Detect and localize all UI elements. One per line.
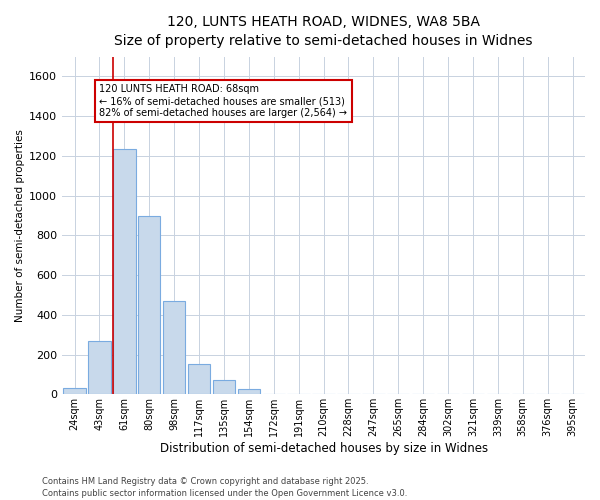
Bar (213, 380, 235, 394)
Bar (88, 340, 111, 394)
Title: 120, LUNTS HEATH ROAD, WIDNES, WA8 5BA
Size of property relative to semi-detache: 120, LUNTS HEATH ROAD, WIDNES, WA8 5BA S… (115, 15, 533, 48)
Bar (138, 216, 160, 394)
X-axis label: Distribution of semi-detached houses by size in Widnes: Distribution of semi-detached houses by … (160, 442, 488, 455)
Bar (188, 364, 210, 394)
Text: 120 LUNTS HEATH ROAD: 68sqm
← 16% of semi-detached houses are smaller (513)
82% : 120 LUNTS HEATH ROAD: 68sqm ← 16% of sem… (100, 84, 347, 117)
Y-axis label: Number of semi-detached properties: Number of semi-detached properties (15, 129, 25, 322)
Bar (64, 388, 86, 394)
Text: Contains HM Land Registry data © Crown copyright and database right 2025.
Contai: Contains HM Land Registry data © Crown c… (42, 476, 407, 498)
Bar (238, 390, 260, 394)
Bar (113, 149, 136, 394)
Bar (163, 301, 185, 394)
